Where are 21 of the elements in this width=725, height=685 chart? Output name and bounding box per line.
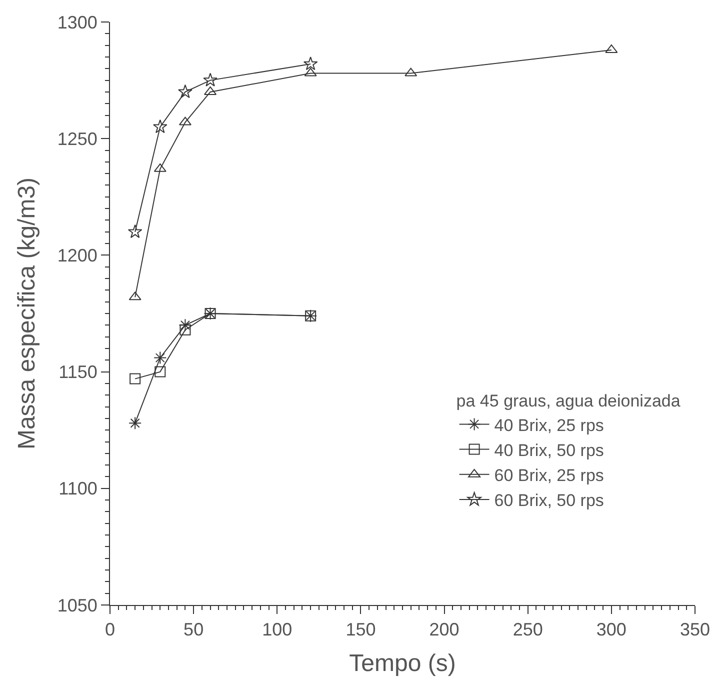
y-tick-label: 1300 [57, 12, 98, 32]
legend-title: pa 45 graus, agua deionizada [456, 392, 681, 411]
x-axis-title: Tempo (s) [349, 650, 456, 677]
y-axis-title: Massa especifica (kg/m3) [13, 177, 40, 450]
legend-label: 60 Brix, 50 rps [494, 491, 604, 510]
x-tick-label: 0 [104, 620, 116, 640]
y-tick-label: 1200 [57, 246, 98, 266]
x-tick-label: 150 [346, 620, 376, 640]
x-tick-label: 250 [512, 620, 543, 640]
x-tick-label: 300 [596, 620, 626, 640]
y-tick-label: 1150 [58, 362, 98, 382]
x-tick-label: 100 [262, 620, 292, 640]
x-tick-label: 350 [680, 620, 710, 640]
legend-label: 60 Brix, 25 rps [494, 466, 604, 486]
x-tick-label: 50 [184, 620, 204, 640]
y-tick-label: 1250 [57, 128, 98, 149]
x-tick-label: 200 [429, 620, 460, 640]
legend-label: 40 Brix, 50 rps [494, 440, 604, 460]
y-tick-label: 1100 [58, 478, 98, 499]
y-tick-label: 1050 [57, 595, 98, 616]
legend-label: 40 Brix, 25 rps [494, 416, 604, 435]
